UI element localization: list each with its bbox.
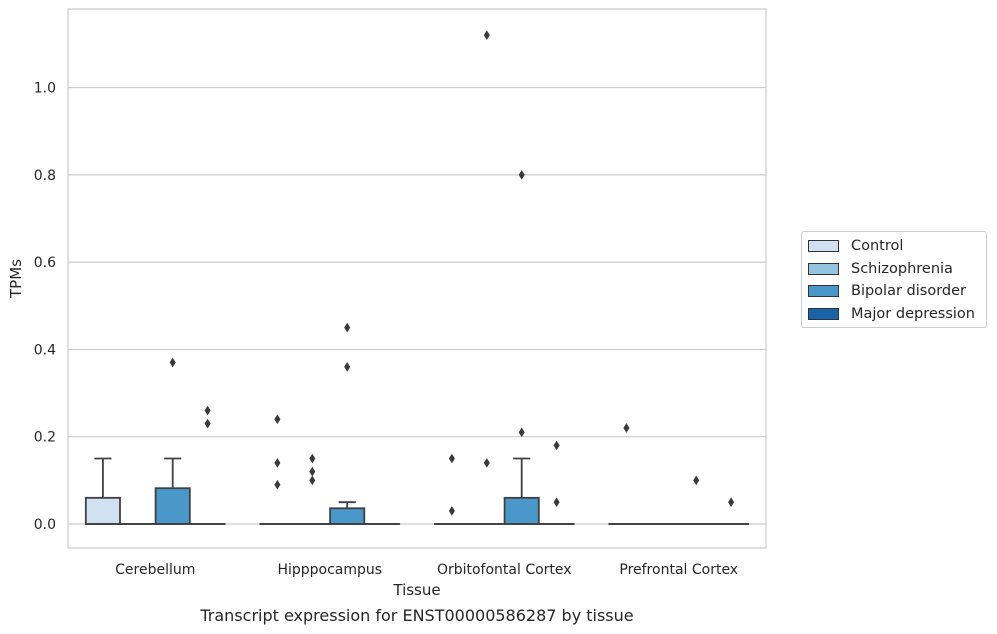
outlier-point: [309, 475, 316, 486]
x-tick-label: Prefrontal Cortex: [619, 562, 738, 578]
boxes: [84, 30, 750, 525]
y-tick-label: 1.0: [34, 81, 56, 97]
outlier-point: [448, 506, 455, 516]
box-bipolar-disorder: [154, 357, 191, 525]
outlier-point: [344, 322, 351, 333]
box-control: [608, 423, 645, 525]
outlier-point: [483, 30, 490, 41]
outlier-point: [728, 497, 735, 508]
outlier-point: [344, 362, 351, 372]
outlier-point: [169, 357, 176, 368]
outlier-point: [274, 458, 281, 468]
x-tick-label: Hipppocampus: [277, 562, 382, 578]
outlier-point: [204, 405, 211, 416]
plot-area: [67, 8, 767, 549]
box: [154, 487, 191, 525]
outlier-point: [274, 479, 281, 490]
outlier-point: [274, 414, 281, 425]
legend-label: Major depression: [851, 305, 975, 322]
box: [503, 496, 540, 525]
legend-label: Control: [851, 238, 904, 255]
box-major-depression: [713, 497, 750, 525]
legend: Control Schizophrenia Bipolar disorder Majo…: [801, 231, 987, 328]
legend-swatch: [808, 307, 839, 320]
box-bipolar-disorder: [329, 322, 366, 525]
legend-item: Bipolar disorder: [802, 280, 986, 303]
legend-item: Schizophrenia: [802, 258, 986, 281]
box-bipolar-disorder: [678, 475, 715, 525]
x-tick-labels: Cerebellum Hipppocampus Orbitofontal Corte…: [115, 562, 738, 578]
y-tick-label: 0.6: [34, 255, 56, 271]
outlier-point: [553, 440, 560, 451]
box-major-depression: [189, 405, 226, 525]
outlier-point: [483, 458, 490, 468]
legend-swatch: [808, 285, 839, 298]
legend-swatch: [808, 262, 839, 275]
y-tick-label: 0.2: [34, 430, 56, 446]
outlier-point: [518, 427, 525, 438]
legend-label: Schizophrenia: [851, 260, 953, 277]
outlier-point: [204, 418, 211, 429]
box-control: [433, 453, 470, 525]
box-schizophrenia: [468, 30, 505, 525]
chart-caption: Transcript expression for ENST0000058628…: [200, 606, 634, 625]
x-axis-title: Tissue: [392, 581, 440, 599]
outlier-point: [309, 466, 316, 477]
x-tick-label: Cerebellum: [115, 562, 195, 578]
box-major-depression: [538, 440, 575, 525]
x-tick-label: Orbitofontal Cortex: [437, 562, 572, 578]
legend-label: Bipolar disorder: [851, 283, 966, 300]
outlier-point: [553, 497, 560, 508]
legend-item: Control: [802, 235, 986, 258]
y-axis-title: TPMs: [7, 259, 25, 299]
legend-swatch: [808, 240, 839, 253]
box: [84, 496, 121, 525]
y-tick-labels: 0.0 0.2 0.4 0.6 0.8 1.0: [34, 81, 56, 533]
box-bipolar-disorder: [503, 170, 540, 525]
y-tick-label: 0.0: [34, 517, 56, 533]
outlier-point: [623, 423, 630, 433]
outlier-point: [693, 475, 700, 486]
box-control: [84, 457, 121, 525]
outlier-point: [448, 453, 455, 464]
legend-item: Major depression: [802, 303, 986, 326]
box-schizophrenia: [294, 453, 331, 525]
outlier-point: [518, 170, 525, 180]
outlier-point: [309, 453, 316, 464]
box: [329, 507, 366, 525]
y-tick-label: 0.4: [34, 342, 56, 358]
box-control: [259, 414, 296, 525]
y-tick-label: 0.8: [34, 168, 56, 184]
